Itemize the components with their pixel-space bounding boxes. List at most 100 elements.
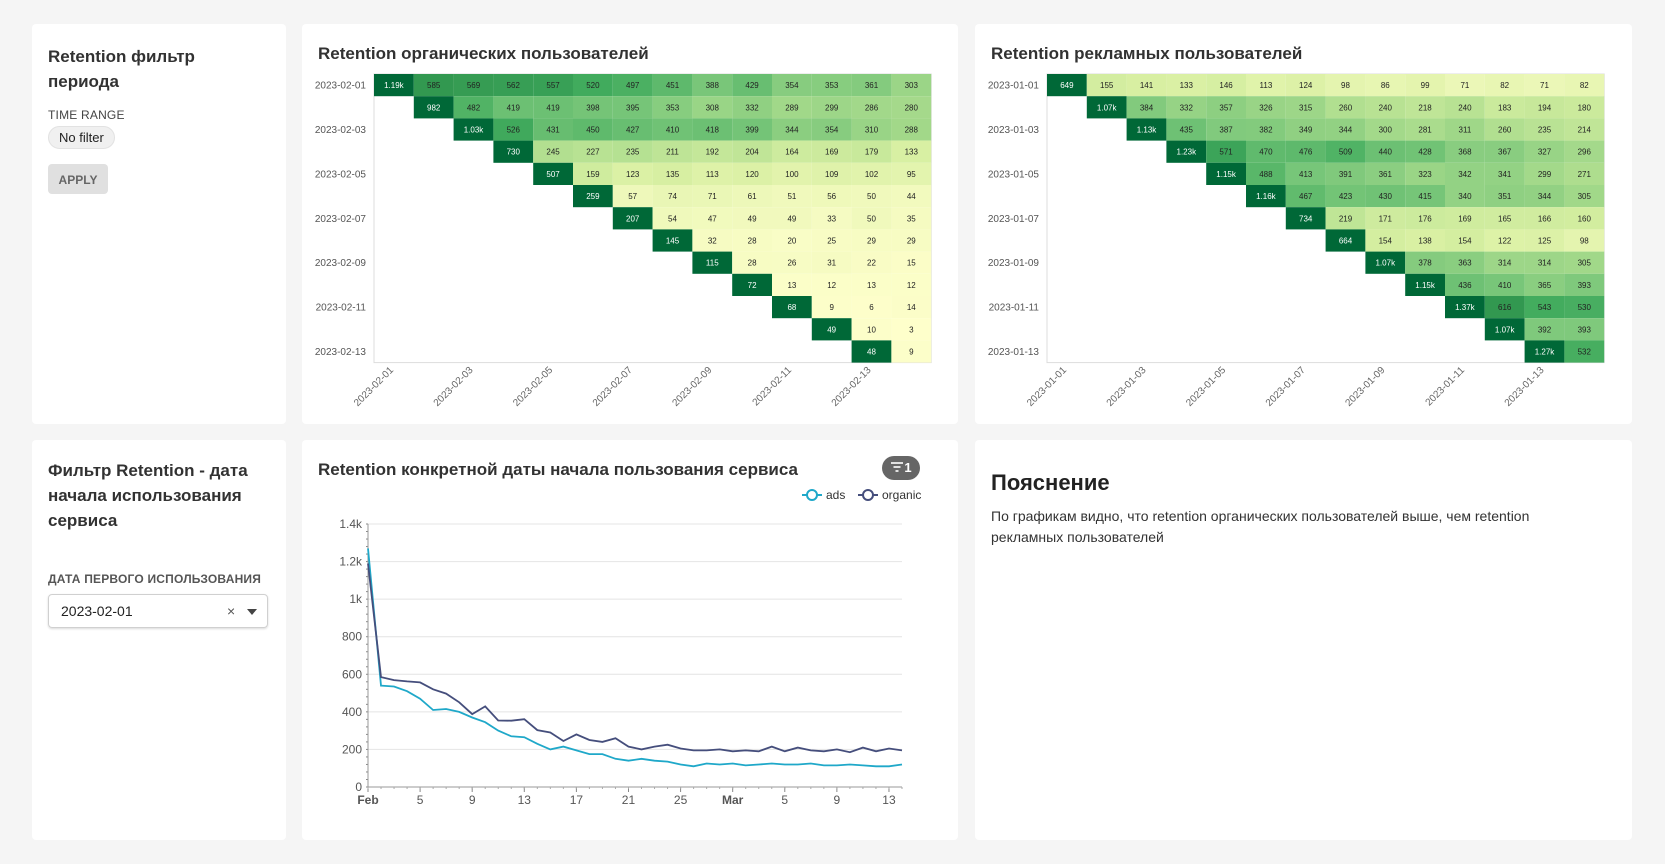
heatmap-cell[interactable] xyxy=(1484,273,1525,296)
heatmap-cell[interactable] xyxy=(1484,140,1525,163)
heatmap-cell[interactable] xyxy=(851,185,892,208)
heatmap-cell[interactable] xyxy=(811,229,852,252)
heatmap-cell[interactable] xyxy=(1365,185,1406,208)
heatmap-cell[interactable] xyxy=(1484,185,1525,208)
heatmap-cell[interactable] xyxy=(1564,118,1605,141)
heatmap-cell[interactable] xyxy=(652,162,693,185)
heatmap-cell[interactable] xyxy=(1365,96,1406,119)
heatmap-cell[interactable] xyxy=(413,96,454,119)
heatmap-cell[interactable] xyxy=(453,74,494,97)
heatmap-cell[interactable] xyxy=(1325,162,1366,185)
time-range-pill[interactable]: No filter xyxy=(48,126,115,149)
heatmap-cell[interactable] xyxy=(772,207,812,230)
heatmap-cell[interactable] xyxy=(891,185,932,208)
heatmap-cell[interactable] xyxy=(1524,340,1565,363)
heatmap-cell[interactable] xyxy=(573,96,613,119)
heatmap-cell[interactable] xyxy=(811,118,852,141)
heatmap-cell[interactable] xyxy=(811,207,852,230)
heatmap-cell[interactable] xyxy=(573,162,613,185)
heatmap-cell[interactable] xyxy=(612,207,653,230)
series-line-organic[interactable] xyxy=(367,563,903,754)
heatmap-cell[interactable] xyxy=(1206,140,1246,163)
heatmap-cell[interactable] xyxy=(1365,229,1406,252)
heatmap-cell[interactable] xyxy=(891,251,932,274)
heatmap-cell[interactable] xyxy=(1086,74,1127,97)
heatmap-cell[interactable] xyxy=(612,74,653,97)
heatmap-cell[interactable] xyxy=(851,162,892,185)
heatmap-cell[interactable] xyxy=(851,74,892,97)
heatmap-cell[interactable] xyxy=(692,118,733,141)
heatmap-cell[interactable] xyxy=(1365,118,1406,141)
heatmap-cell[interactable] xyxy=(1086,96,1127,119)
heatmap-cell[interactable] xyxy=(732,140,772,163)
heatmap-cell[interactable] xyxy=(1246,185,1286,208)
heatmap-cell[interactable] xyxy=(1484,251,1525,274)
heatmap-cell[interactable] xyxy=(1285,185,1326,208)
heatmap-cell[interactable] xyxy=(811,96,852,119)
heatmap-cell[interactable] xyxy=(1405,229,1445,252)
heatmap-cell[interactable] xyxy=(1365,74,1406,97)
heatmap-cell[interactable] xyxy=(652,118,693,141)
heatmap-cell[interactable] xyxy=(1166,74,1207,97)
heatmap-cell[interactable] xyxy=(1325,229,1366,252)
heatmap-cell[interactable] xyxy=(533,140,573,163)
heatmap-cell[interactable] xyxy=(1246,74,1286,97)
heatmap-cell[interactable] xyxy=(1405,140,1445,163)
heatmap-cell[interactable] xyxy=(772,140,812,163)
apply-button[interactable]: APPLY xyxy=(48,164,108,194)
heatmap-cell[interactable] xyxy=(692,74,733,97)
heatmap-cell[interactable] xyxy=(533,118,573,141)
heatmap-cell[interactable] xyxy=(732,162,772,185)
heatmap-cell[interactable] xyxy=(851,340,892,363)
heatmap-cell[interactable] xyxy=(1325,74,1366,97)
heatmap-cell[interactable] xyxy=(1484,162,1525,185)
heatmap-cell[interactable] xyxy=(493,96,534,119)
heatmap-cell[interactable] xyxy=(1524,118,1565,141)
heatmap-cell[interactable] xyxy=(732,251,772,274)
heatmap-cell[interactable] xyxy=(692,229,733,252)
filter-badge[interactable]: 1 xyxy=(882,456,920,480)
legend-marker[interactable] xyxy=(806,489,818,501)
heatmap-cell[interactable] xyxy=(732,185,772,208)
legend-label[interactable]: organic xyxy=(882,488,921,502)
heatmap-cell[interactable] xyxy=(851,296,892,319)
heatmap-cell[interactable] xyxy=(1246,140,1286,163)
heatmap-cell[interactable] xyxy=(1445,118,1485,141)
heatmap-cell[interactable] xyxy=(1206,96,1246,119)
heatmap-cell[interactable] xyxy=(533,96,573,119)
heatmap-cell[interactable] xyxy=(1325,96,1366,119)
heatmap-cell[interactable] xyxy=(851,273,892,296)
heatmap-cell[interactable] xyxy=(612,118,653,141)
heatmap-cell[interactable] xyxy=(811,140,852,163)
heatmap-cell[interactable] xyxy=(493,140,534,163)
heatmap-cell[interactable] xyxy=(1325,118,1366,141)
heatmap-cell[interactable] xyxy=(1285,118,1326,141)
heatmap-cell[interactable] xyxy=(692,251,733,274)
heatmap-cell[interactable] xyxy=(772,118,812,141)
heatmap-cell[interactable] xyxy=(1325,185,1366,208)
heatmap-cell[interactable] xyxy=(1564,229,1605,252)
heatmap-cell[interactable] xyxy=(732,118,772,141)
heatmap-cell[interactable] xyxy=(1285,74,1326,97)
heatmap-cell[interactable] xyxy=(811,296,852,319)
heatmap-cell[interactable] xyxy=(1445,251,1485,274)
heatmap-cell[interactable] xyxy=(811,162,852,185)
heatmap-cell[interactable] xyxy=(1445,207,1485,230)
heatmap-cell[interactable] xyxy=(413,74,454,97)
heatmap-cell[interactable] xyxy=(1484,96,1525,119)
clear-icon[interactable]: × xyxy=(227,603,236,619)
heatmap-cell[interactable] xyxy=(1246,162,1286,185)
heatmap-cell[interactable] xyxy=(1524,251,1565,274)
heatmap-cell[interactable] xyxy=(1405,74,1445,97)
heatmap-cell[interactable] xyxy=(1564,185,1605,208)
legend-label[interactable]: ads xyxy=(826,488,845,502)
heatmap-cell[interactable] xyxy=(692,162,733,185)
heatmap-cell[interactable] xyxy=(1484,296,1525,319)
heatmap-cell[interactable] xyxy=(692,96,733,119)
heatmap-cell[interactable] xyxy=(1166,140,1207,163)
heatmap-cell[interactable] xyxy=(692,185,733,208)
heatmap-cell[interactable] xyxy=(652,207,693,230)
heatmap-cell[interactable] xyxy=(1166,118,1207,141)
heatmap-cell[interactable] xyxy=(851,96,892,119)
heatmap-cell[interactable] xyxy=(652,140,693,163)
